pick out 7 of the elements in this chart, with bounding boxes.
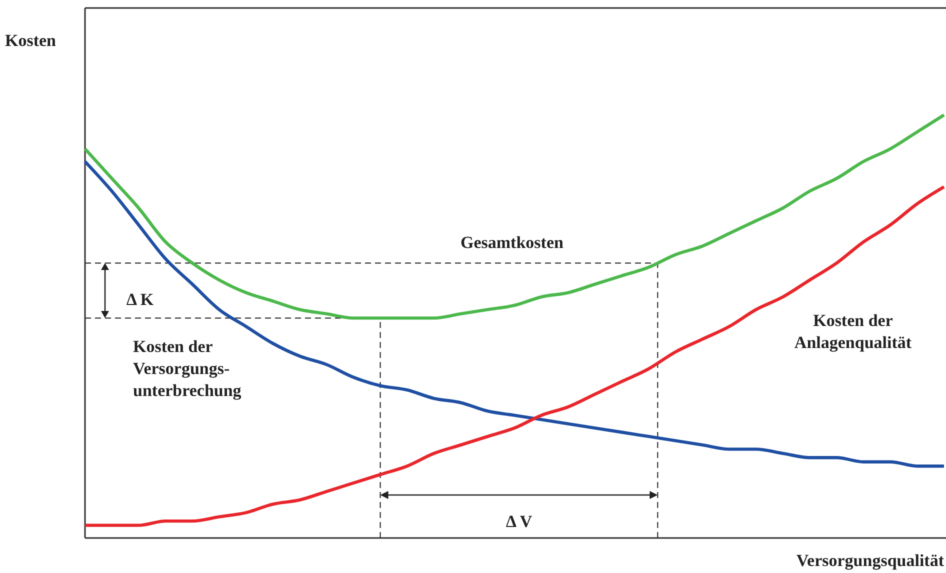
y-axis-title: Kosten [5,31,57,50]
x-axis-title: Versorgungsqualität [796,551,944,570]
text: Gesamtkosten [460,233,564,252]
series-label: Kosten der Anlagenqualität [794,311,912,352]
series-label: Kosten der Versorgungs- unterbrechung [133,337,242,400]
annotation: Δ V [506,512,533,531]
annotation: Δ K [126,290,154,309]
